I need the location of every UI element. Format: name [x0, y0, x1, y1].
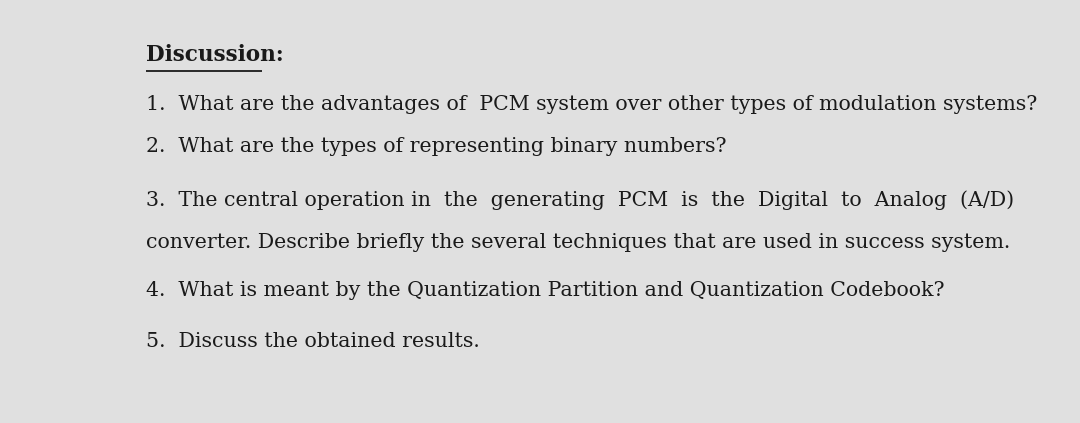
Text: 4.  What is meant by the Quantization Partition and Quantization Codebook?: 4. What is meant by the Quantization Par… [146, 281, 944, 300]
Text: 1.  What are the advantages of  PCM system over other types of modulation system: 1. What are the advantages of PCM system… [146, 95, 1037, 114]
Text: Discussion:: Discussion: [146, 44, 284, 66]
Text: 3.  The central operation in  the  generating  PCM  is  the  Digital  to  Analog: 3. The central operation in the generati… [146, 190, 1014, 210]
Text: 2.  What are the types of representing binary numbers?: 2. What are the types of representing bi… [146, 137, 726, 157]
Text: converter. Describe briefly the several techniques that are used in success syst: converter. Describe briefly the several … [146, 233, 1010, 252]
Text: 5.  Discuss the obtained results.: 5. Discuss the obtained results. [146, 332, 480, 351]
